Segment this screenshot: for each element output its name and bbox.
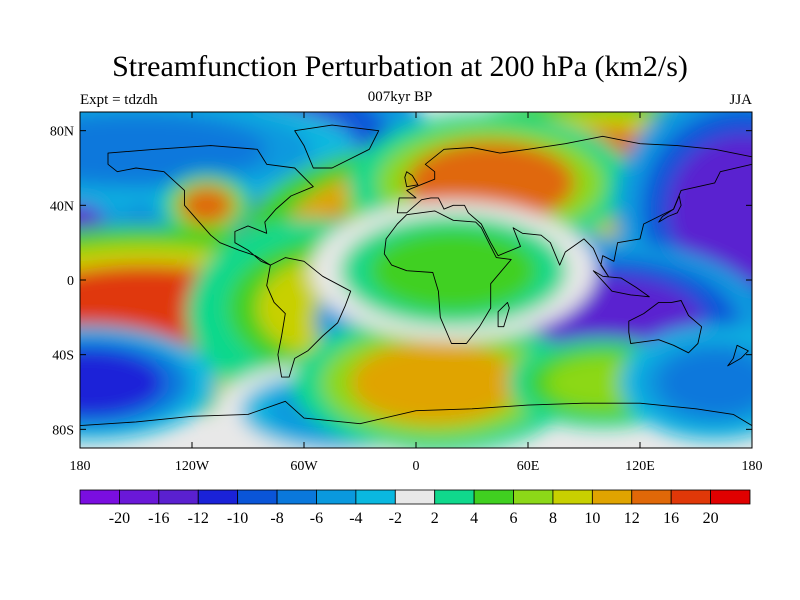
colorbar-swatch [513,489,554,505]
colorbar-label: 6 [510,510,518,527]
colorbar: -20 -16 -12 -10 -8 -6 -4 -2 2 4 6 8 10 12 16 20 [79,489,751,527]
colorbar-swatch [197,489,239,505]
coastline-3 [383,210,512,344]
colorbar-label: -6 [310,510,323,527]
lon-tick-label: 0 [413,459,420,474]
longitude-axis: 180 120W 60W 0 60E 120E 180 [70,112,763,474]
lat-tick-label: 80S [52,423,74,438]
contour-cell-southern-indian-high [350,341,519,424]
colorbar-label: -16 [148,510,169,527]
lon-tick-label: 60W [290,459,318,474]
contour-cell-tasman-low [658,349,752,417]
colorbar-swatch [237,489,278,505]
colorbar-label: 12 [624,510,640,527]
colorbar-swatch [79,489,120,505]
colorbar-label: -12 [188,510,209,527]
contour-field [80,112,752,448]
lat-tick-label: 40N [50,199,74,214]
colorbar-swatch [591,489,633,505]
season-label: JJA [729,92,752,108]
colorbar-label: -2 [389,510,402,527]
colorbar-label: -10 [227,510,248,527]
colorbar-swatch [434,489,475,505]
lon-tick-label: 180 [70,459,91,474]
coastline-11 [727,344,749,367]
coastline-8 [658,195,682,223]
coastline-5 [628,300,703,354]
colorbar-swatch [276,489,317,505]
coastline-10 [592,270,650,298]
contour-cell-tropical-africa-high [369,229,538,312]
coastline-7 [404,171,419,188]
colorbar-label: -8 [270,510,283,527]
colorbar-swatch [158,489,199,505]
colorbar-swatch [473,489,514,505]
lon-tick-label: 180 [742,459,763,474]
colorbar-label: 16 [663,510,679,527]
coastlines [80,124,752,448]
colorbar-swatch [316,489,357,505]
colorbar-swatch [394,489,436,505]
lat-tick-label: 0 [67,274,74,289]
colorbar-label: 20 [703,510,719,527]
coastline-6 [80,400,752,448]
colorbar-swatch [552,489,593,505]
coastline-4 [396,135,752,277]
colorbar-label: 4 [470,510,478,527]
latitude-axis: 80N 40N 0 40S 80S [50,125,752,438]
map-title: Streamfunction Perturbation at 200 hPa (… [112,50,688,83]
contour-cell-pacific-west-low [668,134,752,284]
colorbar-label: -4 [349,510,362,527]
colorbar-swatch [119,489,160,505]
period-label: 007kyr BP [367,89,433,105]
colorbar-label: 8 [549,510,557,527]
coastline-2 [266,257,352,378]
colorbar-swatch [710,489,751,505]
contour-cell-pacific-arctic-low [80,115,267,183]
lon-tick-label: 120E [625,459,655,474]
colorbar-swatch [631,489,672,505]
contour-cell-rocky-high-cell [180,186,234,224]
lon-tick-label: 120W [175,459,210,474]
colorbar-label: 10 [584,510,600,527]
contour-cell-southern-ocean-west-low [80,349,164,417]
coastline-9 [497,301,510,328]
coastline-0 [107,145,314,266]
lon-tick-label: 60E [517,459,540,474]
coastline-1 [294,124,380,169]
experiment-label: Expt = tdzdh [80,92,158,108]
lat-tick-label: 80N [50,125,74,140]
colorbar-label: 2 [431,510,439,527]
colorbar-swatch [670,489,711,505]
colorbar-swatch [355,489,396,505]
colorbar-label: -20 [109,510,130,527]
lat-tick-label: 40S [52,349,74,364]
